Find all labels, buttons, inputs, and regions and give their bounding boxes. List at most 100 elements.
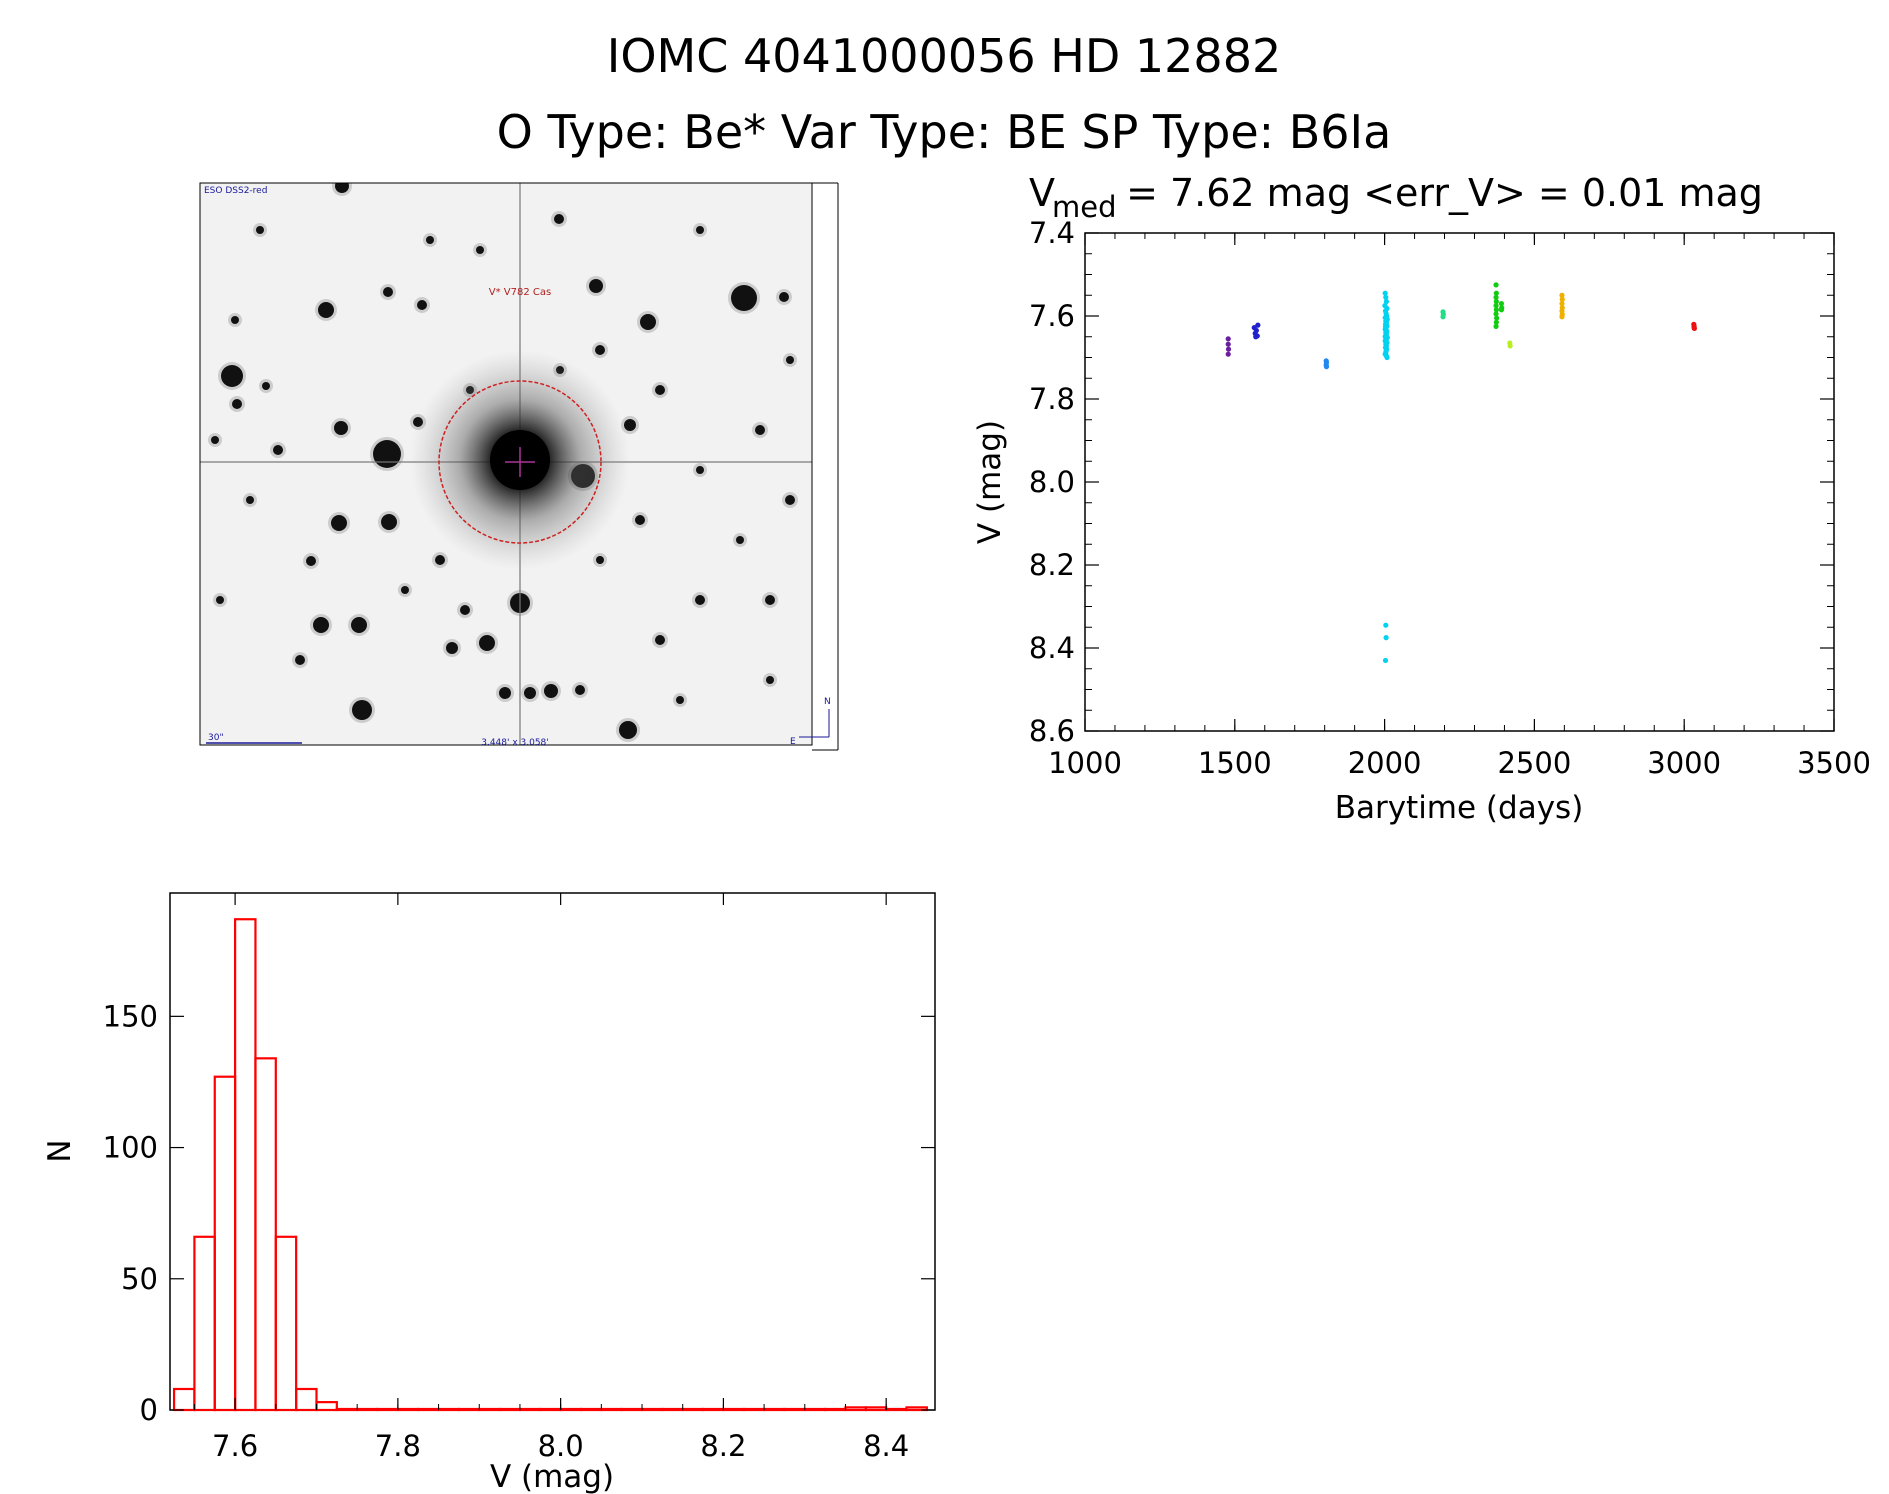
histogram-bar (742, 1407, 766, 1412)
finder-star (499, 687, 511, 699)
finder-star (589, 279, 603, 293)
lightcurve-point (1559, 296, 1565, 302)
lightcurve-point (1225, 351, 1231, 357)
lightcurve-point (1494, 315, 1500, 321)
lightcurve-point (1383, 315, 1389, 321)
histogram-bar (681, 1407, 705, 1412)
finder-star (273, 445, 283, 455)
lightcurve-point (1384, 329, 1390, 335)
lightcurve-point (1383, 622, 1389, 628)
finder-star (331, 515, 347, 531)
lightcurve-points (1225, 282, 1697, 664)
lightcurve-point (1225, 346, 1232, 352)
histogram-bar (864, 1406, 888, 1412)
histogram-y-tick-label: 150 (103, 999, 158, 1033)
lightcurve-point (1493, 307, 1499, 313)
histogram-bar (824, 1407, 847, 1412)
scale-label: 30" (208, 733, 224, 743)
east-label: E (790, 737, 796, 747)
histogram-bars (172, 918, 928, 1412)
histogram-bar (905, 1406, 928, 1412)
finder-star (640, 314, 656, 330)
lightcurve-point (1498, 307, 1505, 313)
finder-star (731, 285, 757, 311)
finder-star (306, 556, 316, 566)
lightcurve-y-tick-label: 8.6 (1029, 714, 1075, 748)
finder-star (765, 595, 775, 605)
finder-star (676, 696, 684, 704)
finder-target (200, 183, 812, 745)
finder-star (318, 302, 334, 318)
histogram-x-tick-label: 8.0 (538, 1429, 584, 1463)
histogram-bar (701, 1407, 725, 1412)
histogram-x-tick-label: 8.4 (863, 1429, 909, 1463)
finder-star (351, 617, 367, 633)
histogram-bar (234, 918, 257, 1412)
lightcurve-point (1383, 294, 1389, 300)
histogram-bar (620, 1407, 644, 1412)
histogram-bar (213, 1075, 237, 1412)
finder-star (352, 700, 372, 720)
histogram-bar (803, 1407, 827, 1412)
finder-star (635, 515, 645, 525)
histogram-bar (172, 1387, 196, 1412)
histogram-bar (579, 1407, 603, 1412)
lightcurve-point (1691, 325, 1697, 331)
finder-star (313, 617, 329, 633)
histogram-bar (661, 1407, 684, 1412)
histogram-chart: 7.6 7.8 8.0 8.2 8.4 0 50 100 150 V (mag) N (42, 892, 936, 1494)
finder-star (779, 292, 789, 302)
lightcurve-point (1323, 364, 1330, 370)
lightcurve-point (1440, 314, 1446, 320)
lightcurve-ticks: 1000 1500 2000 2500 3000 3500 7.4 7.6 7.8 8.0 8.2 8… (1029, 216, 1871, 780)
finder-star (624, 419, 636, 431)
histogram-bar (417, 1407, 440, 1412)
histogram-bar (762, 1407, 786, 1412)
finder-star (736, 536, 744, 544)
lightcurve-y-tick-label: 7.6 (1029, 299, 1075, 333)
histogram-plot-frame (169, 892, 936, 1411)
finder-star (596, 556, 604, 564)
lightcurve-point (1559, 300, 1565, 307)
histogram-bar (885, 1407, 908, 1412)
histogram-bar (295, 1387, 318, 1412)
finder-star (435, 555, 445, 565)
lightcurve-point (1225, 336, 1231, 342)
lightcurve-point (1493, 319, 1499, 325)
finder-star (211, 436, 219, 444)
histogram-bar (274, 1235, 298, 1412)
finder-star (383, 287, 393, 297)
lightcurve-y-tick-label: 8.2 (1029, 548, 1075, 582)
histogram-bar (539, 1407, 562, 1412)
histogram-y-tick-label: 50 (121, 1262, 158, 1296)
aperture-circle (438, 380, 602, 544)
lightcurve-plot-frame (1084, 232, 1835, 732)
lightcurve-y-tick-label: 7.4 (1029, 216, 1075, 250)
lightcurve-title-rest: = 7.62 mag <err_V> = 0.01 mag (1114, 171, 1763, 215)
finder-star (524, 687, 536, 699)
lightcurve-x-tick-label: 1500 (1198, 746, 1272, 780)
histogram-bar (783, 1407, 806, 1412)
finder-star (479, 635, 495, 651)
finder-star (655, 635, 665, 645)
histogram-bar (396, 1407, 420, 1412)
lightcurve-point (1383, 319, 1389, 325)
finder-star (373, 440, 401, 468)
histogram-bar (376, 1407, 399, 1412)
lightcurve-x-tick-label: 3500 (1797, 746, 1871, 780)
histogram-bar (559, 1407, 583, 1412)
lightcurve-point (1383, 339, 1389, 345)
finder-star (256, 226, 264, 234)
object-label: V* V782 Cas (489, 287, 551, 298)
finder-chart: ESO DSS2-red V* V782 Cas 30" 3.448' x 3.… (199, 182, 839, 751)
histogram-bar (193, 1235, 216, 1412)
finder-star (460, 605, 470, 615)
histogram-bar (844, 1406, 867, 1412)
lightcurve-point (1493, 282, 1499, 288)
finder-star (655, 385, 665, 395)
lightcurve-point (1382, 324, 1389, 330)
finder-star (755, 425, 765, 435)
finder-star (595, 345, 605, 355)
finder-star (221, 365, 243, 387)
